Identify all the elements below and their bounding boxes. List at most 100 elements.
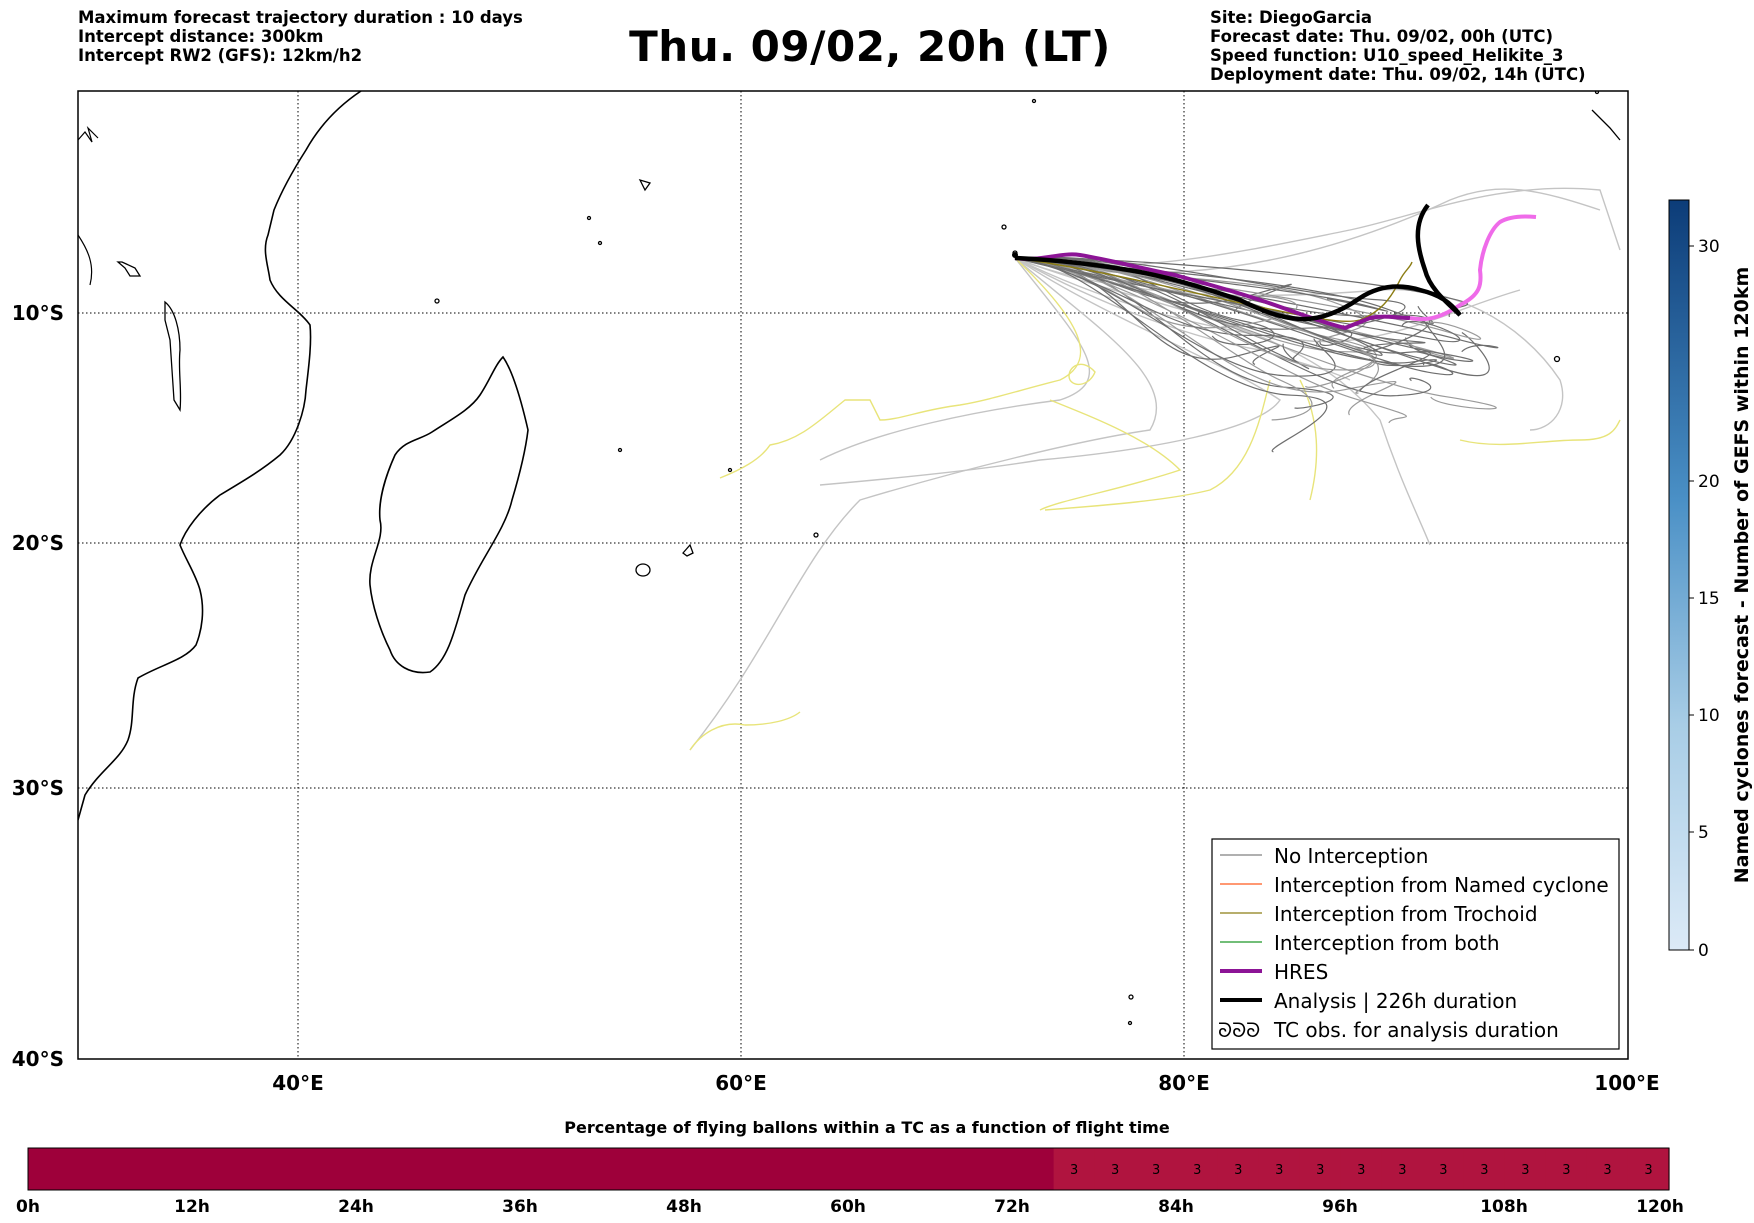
bar-cell [643, 1148, 685, 1190]
lon-label-40e: 40°E [272, 1071, 324, 1095]
bar-cell [1586, 1148, 1629, 1190]
bar-cell [1258, 1148, 1301, 1190]
hour-label-48: 48h [666, 1197, 702, 1217]
bar-cell [1053, 1148, 1096, 1190]
legend-label-trochoid: Interception from Trochoid [1274, 902, 1538, 926]
legend: No Interception Interception from Named … [1211, 838, 1620, 1050]
bar-cell [274, 1148, 316, 1190]
bar-cell [28, 1148, 70, 1190]
legend-item-analysis: Analysis | 226h duration [1220, 989, 1517, 1013]
lon-label-60e: 60°E [715, 1071, 767, 1095]
bar-cell-label: 3 [1521, 1163, 1529, 1178]
bar-cell [1381, 1148, 1424, 1190]
bar-cells: 3 3 3 3 3 3 3 3 3 3 3 3 3 3 3 [28, 1148, 1670, 1190]
trajectory-ensemble-25 [1014, 257, 1432, 397]
flight-time-bar: Percentage of flying ballons within a TC… [16, 1118, 1684, 1217]
hour-label-120: 120h [1636, 1197, 1684, 1217]
bar-cell [356, 1148, 398, 1190]
legend-label-named-cyclone: Interception from Named cyclone [1274, 873, 1609, 897]
bar-cell-label: 3 [1275, 1163, 1283, 1178]
colorbar-tick-5: 5 [1698, 823, 1709, 843]
legend-label-both: Interception from both [1274, 931, 1500, 955]
madagascar-coastline [369, 355, 529, 674]
hour-label-24: 24h [338, 1197, 374, 1217]
header-right-line-1: Site: DiegoGarcia [1210, 8, 1373, 27]
bar-cell [1299, 1148, 1342, 1190]
bar-cell [1463, 1148, 1506, 1190]
bar-cell-label: 3 [1070, 1163, 1078, 1178]
legend-item-no-interception: No Interception [1220, 844, 1428, 868]
hour-label-72: 72h [994, 1197, 1030, 1217]
bar-cell-label: 3 [1111, 1163, 1119, 1178]
colorbar-tick-30: 30 [1698, 237, 1720, 257]
bar-cell-label: 3 [1316, 1163, 1324, 1178]
bar-cell [438, 1148, 480, 1190]
bar-cell [397, 1148, 439, 1190]
bar-cell-label: 3 [1480, 1163, 1488, 1178]
page-title: Thu. 09/02, 20h (LT) [629, 22, 1111, 71]
bar-cell [1176, 1148, 1219, 1190]
legend-item-named-cyclone: Interception from Named cyclone [1220, 873, 1609, 897]
legend-label-analysis: Analysis | 226h duration [1274, 989, 1517, 1013]
hour-label-60: 60h [830, 1197, 866, 1217]
bar-cell [69, 1148, 111, 1190]
header-right-line-2: Forecast date: Thu. 09/02, 00h (UTC) [1210, 27, 1554, 46]
trajectory-light-8 [819, 257, 1091, 461]
hres-continuation [1409, 214, 1537, 322]
hour-label-0: 0h [16, 1197, 40, 1217]
bar-cell [1545, 1148, 1588, 1190]
bar-cell-label: 3 [1234, 1163, 1242, 1178]
legend-item-trochoid: Interception from Trochoid [1220, 902, 1538, 926]
lat-axis-labels: 10°S 20°S 30°S 40°S [12, 301, 64, 1071]
legend-item-hres: HRES [1220, 960, 1328, 984]
bar-cell [233, 1148, 275, 1190]
legend-label-no-interception: No Interception [1274, 844, 1428, 868]
legend-item-both: Interception from both [1220, 931, 1500, 955]
trajectory-ensemble-36 [1014, 257, 1446, 367]
africa-coastline [78, 91, 362, 821]
trajectory-light-3 [689, 257, 1157, 751]
header-right-line-4: Deployment date: Thu. 09/02, 14h (UTC) [1210, 65, 1586, 84]
trajectory-trochoid [1014, 257, 1413, 323]
bar-cell [766, 1148, 809, 1190]
bar-cell [807, 1148, 850, 1190]
bar-cell [725, 1148, 768, 1190]
lon-label-100e: 100°E [1594, 1071, 1659, 1095]
trajectory-yellow-1 [1039, 399, 1182, 511]
trajectory-ensemble-15 [1014, 257, 1397, 416]
map-panel[interactable]: 10°S 20°S 30°S 40°S 40°E 60°E 80°E 100°E… [12, 90, 1660, 1096]
colorbar-label: Named cyclones forecast - Number of GEFS… [1731, 267, 1753, 884]
lon-axis-labels: 40°E 60°E 80°E 100°E [272, 1071, 1659, 1095]
hour-label-12: 12h [174, 1197, 210, 1217]
bar-cell [684, 1148, 727, 1190]
analysis-trajectory [1014, 203, 1462, 322]
graticule [78, 91, 1628, 1059]
bar-cell [1217, 1148, 1260, 1190]
bar-cell [889, 1148, 932, 1190]
lat-label-40s: 40°S [12, 1047, 64, 1071]
bottom-bar-title: Percentage of flying ballons within a TC… [564, 1118, 1170, 1137]
lat-label-10s: 10°S [12, 301, 64, 325]
bar-cell [110, 1148, 152, 1190]
header-right: Site: DiegoGarcia Forecast date: Thu. 09… [1210, 8, 1586, 84]
trajectory-yellow-0 [719, 257, 1082, 479]
bar-cell [848, 1148, 891, 1190]
launch-site-marker [1012, 252, 1018, 258]
legend-item-tc-obs: ᘐᘐᘐ TC obs. for analysis duration [1218, 1018, 1559, 1042]
lat-label-20s: 20°S [12, 531, 64, 555]
bar-cell-label: 3 [1562, 1163, 1570, 1178]
bar-cell-label: 3 [1644, 1163, 1652, 1178]
lon-label-80e: 80°E [1158, 1071, 1210, 1095]
header-left-line-1: Maximum forecast trajectory duration : 1… [78, 8, 523, 27]
legend-label-tc-obs: TC obs. for analysis duration [1273, 1018, 1559, 1042]
colorbar-tick-20: 20 [1698, 472, 1720, 492]
bar-cell [1135, 1148, 1178, 1190]
islands [116, 91, 1621, 1026]
bar-cell [1627, 1148, 1670, 1190]
header-left-line-2: Intercept distance: 300km [78, 27, 324, 46]
hour-label-96: 96h [1322, 1197, 1358, 1217]
trajectory-yellow-4 [1299, 379, 1318, 501]
bar-cell [151, 1148, 193, 1190]
bar-cell [315, 1148, 357, 1190]
